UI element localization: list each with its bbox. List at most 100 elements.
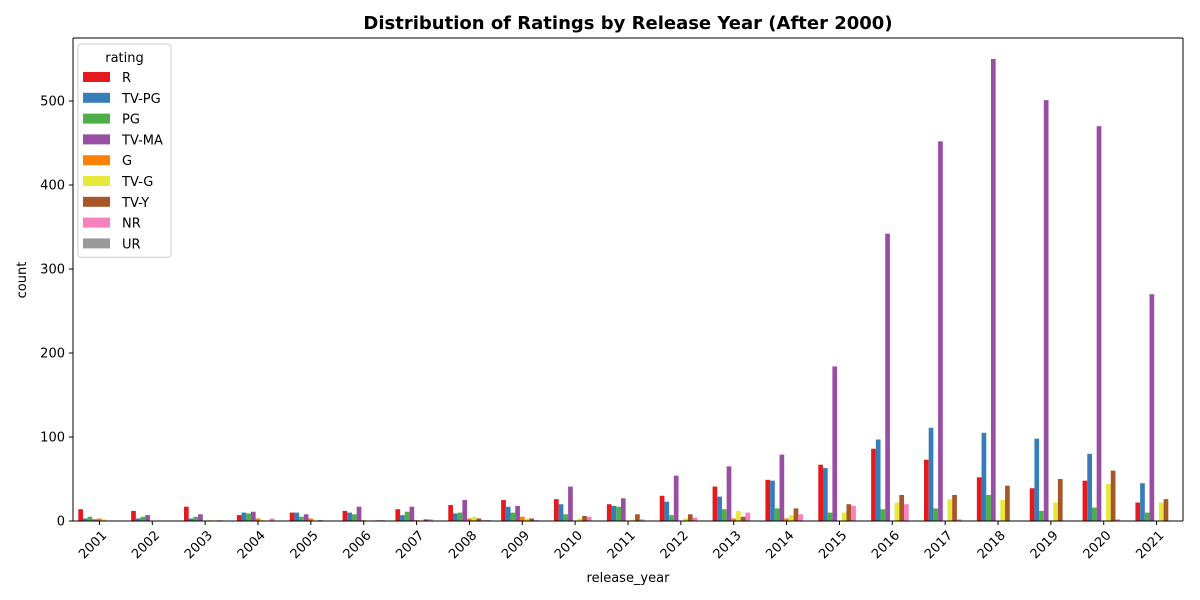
bar-r-2006 <box>342 510 348 521</box>
bar-g-2005 <box>308 518 314 521</box>
bar-r-2019 <box>1029 488 1035 521</box>
legend-label-tv-ma: TV-MA <box>121 133 163 148</box>
legend-swatch-tv-ma <box>83 134 110 145</box>
chart-title: Distribution of Ratings by Release Year … <box>363 13 892 34</box>
legend-swatch-ur <box>83 238 110 249</box>
x-tick-label: 2005 <box>288 528 322 562</box>
bar-tv-ma-2003 <box>198 514 203 521</box>
bar-pg-2012 <box>669 515 674 521</box>
bar-tv-ma-2010 <box>568 486 573 521</box>
legend-label-tv-pg: TV-PG <box>121 92 161 107</box>
bar-tv-pg-2010 <box>558 504 564 521</box>
bar-tv-y-2011 <box>635 514 640 521</box>
bar-r-2007 <box>395 509 401 521</box>
bar-g-2013 <box>731 518 737 521</box>
bar-r-2005 <box>289 512 295 521</box>
bar-tv-ma-2012 <box>673 475 679 521</box>
bar-g-2009 <box>519 516 525 521</box>
bar-g-2008 <box>467 518 472 521</box>
bar-nr-2020 <box>1115 519 1121 521</box>
bar-pg-2011 <box>616 506 621 521</box>
bar-tv-g-2019 <box>1053 502 1058 521</box>
legend-label-tv-y: TV-Y <box>121 196 149 211</box>
bar-tv-pg-2007 <box>400 515 405 521</box>
x-tick-label: 2019 <box>1028 528 1062 562</box>
bar-pg-2019 <box>1039 510 1044 521</box>
bar-tv-ma-2017 <box>938 141 943 521</box>
bar-nr-2013 <box>745 512 751 521</box>
bar-tv-pg-2004 <box>241 512 247 521</box>
bar-nr-2012 <box>692 517 698 521</box>
x-axis-label: release_year <box>587 571 671 586</box>
legend-swatch-r <box>83 72 110 82</box>
bar-pg-2002 <box>140 516 146 521</box>
bar-tv-g-2021 <box>1158 502 1164 521</box>
bar-pg-2001 <box>87 516 93 521</box>
bar-tv-pg-2018 <box>981 432 987 521</box>
y-tick-label: 500 <box>40 95 65 110</box>
bar-tv-ma-2019 <box>1043 100 1049 521</box>
x-tick-label: 2003 <box>182 528 216 562</box>
y-tick-label: 300 <box>40 263 65 278</box>
legend-label-g: G <box>122 154 132 169</box>
bar-tv-g-2008 <box>471 516 477 521</box>
bar-tv-ma-2014 <box>779 454 785 521</box>
bar-tv-pg-2014 <box>770 480 775 521</box>
bar-nr-2014 <box>798 514 804 521</box>
x-tick-label: 2007 <box>393 528 427 562</box>
bar-r-2001 <box>78 509 83 521</box>
bar-r-2009 <box>501 500 506 521</box>
bar-pg-2017 <box>933 508 939 521</box>
bar-tv-y-2013 <box>740 516 746 521</box>
bars-layer <box>78 59 1169 521</box>
bar-tv-g-2013 <box>736 510 741 521</box>
bar-pg-2014 <box>774 508 780 521</box>
bar-r-2013 <box>712 486 718 521</box>
bar-pg-2008 <box>457 512 463 521</box>
bar-tv-pg-2001 <box>82 518 88 521</box>
bar-nr-2011 <box>639 519 645 521</box>
bar-r-2021 <box>1135 502 1141 521</box>
x-tick-label: 2016 <box>869 528 903 562</box>
y-tick-label: 400 <box>40 179 65 194</box>
x-tick-label: 2001 <box>76 528 110 562</box>
legend-label-nr: NR <box>122 217 141 232</box>
bar-tv-ma-2009 <box>515 505 520 521</box>
bar-nr-2007 <box>428 519 434 521</box>
bar-pg-2004 <box>246 513 251 521</box>
bar-tv-pg-2008 <box>452 513 458 521</box>
bar-tv-pg-2003 <box>188 518 194 521</box>
bar-r-2008 <box>448 505 453 521</box>
bar-tv-g-2014 <box>788 515 794 521</box>
bar-g-2001 <box>97 518 102 521</box>
legend-label-pg: PG <box>122 113 140 128</box>
bar-tv-pg-2012 <box>664 501 670 521</box>
bar-tv-g-2010 <box>577 518 583 521</box>
bar-tv-y-2020 <box>1110 470 1116 521</box>
bar-tv-g-2009 <box>524 518 530 521</box>
bar-tv-y-2009 <box>529 518 535 521</box>
bar-tv-g-2017 <box>947 499 953 521</box>
bar-tv-ma-2001 <box>92 519 98 521</box>
bar-r-2002 <box>131 510 136 521</box>
legend-title: rating <box>105 51 144 66</box>
bar-r-2012 <box>659 495 665 521</box>
bar-tv-y-2007 <box>423 519 429 521</box>
bar-g-2014 <box>784 518 789 521</box>
bar-nr-2015 <box>851 505 856 521</box>
bar-tv-y-2017 <box>952 494 957 521</box>
x-tick-label: 2002 <box>129 528 163 562</box>
bar-tv-y-2012 <box>687 514 693 521</box>
bar-tv-ma-2020 <box>1096 126 1102 521</box>
bar-tv-ma-2007 <box>409 506 415 521</box>
bar-pg-2015 <box>827 512 833 521</box>
bar-pg-2016 <box>880 509 886 521</box>
bar-tv-ma-2011 <box>620 498 626 521</box>
x-tick-label: 2010 <box>552 528 586 562</box>
x-tick-label: 2014 <box>763 528 797 562</box>
bar-tv-y-2021 <box>1163 499 1169 521</box>
bar-tv-g-2012 <box>683 518 688 521</box>
x-tick-label: 2020 <box>1081 528 1115 562</box>
bar-nr-2010 <box>586 516 592 521</box>
